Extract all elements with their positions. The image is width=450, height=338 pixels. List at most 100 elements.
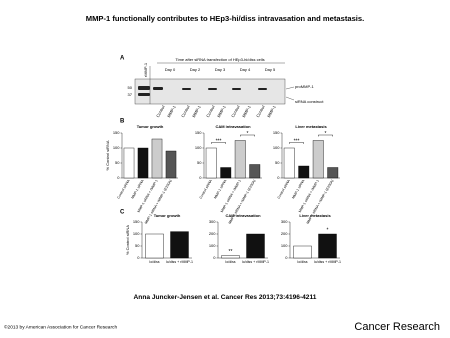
chart-title: Tumor growth bbox=[154, 213, 181, 218]
bracket bbox=[318, 134, 333, 137]
lane-label: MMP-1 bbox=[166, 104, 177, 118]
bar bbox=[145, 233, 164, 259]
bar bbox=[221, 255, 240, 259]
bracket bbox=[211, 142, 226, 144]
day-label: Day 2 bbox=[190, 67, 201, 72]
bar bbox=[249, 164, 261, 179]
day-label: Day 5 bbox=[265, 67, 276, 72]
brand: Cancer Research bbox=[354, 321, 440, 333]
y-tick-label: 100 bbox=[113, 145, 120, 150]
bar bbox=[283, 147, 295, 179]
marker-label: 50 bbox=[128, 85, 133, 90]
significance: *** bbox=[216, 138, 222, 144]
lane-label: MMP-1 bbox=[216, 104, 227, 118]
significance: ** bbox=[229, 249, 233, 255]
copyright: ©2013 by American Association for Cancer… bbox=[4, 323, 117, 330]
citation: Anna Juncker-Jensen et al. Cancer Res 20… bbox=[134, 294, 317, 301]
y-tick-label: 0 bbox=[137, 255, 140, 260]
chart-title: Tumor growth bbox=[137, 124, 164, 129]
blot bbox=[134, 78, 286, 105]
bar bbox=[293, 245, 312, 259]
bar bbox=[298, 165, 310, 179]
marker-label: 37 bbox=[128, 92, 133, 97]
chart-title: CAM intravasation bbox=[225, 213, 261, 218]
bar bbox=[246, 233, 265, 259]
bracket bbox=[240, 134, 255, 137]
x-tick-label: lo/diss + rMMP-1 bbox=[314, 260, 341, 264]
chart-title: Liver metastasis bbox=[295, 124, 327, 129]
chart-title: CAM intravasation bbox=[215, 124, 251, 129]
day-label: Day 0 bbox=[165, 67, 176, 72]
y-tick-label: 100 bbox=[195, 145, 202, 150]
significance: * bbox=[325, 131, 327, 137]
y-tick-label: 200 bbox=[281, 231, 288, 236]
lane-label: Control bbox=[230, 104, 241, 118]
y-tick-label: 50 bbox=[197, 160, 202, 165]
x-tick-label: MMP-1 siRNA bbox=[213, 178, 228, 199]
panel-label: C bbox=[120, 210, 125, 216]
y-tick-label: 300 bbox=[281, 219, 288, 224]
bar bbox=[123, 147, 135, 179]
bar bbox=[170, 231, 189, 259]
x-tick-label: MMP-1 siRNA bbox=[291, 178, 306, 199]
bar bbox=[318, 233, 337, 259]
significance: * bbox=[327, 227, 329, 233]
day-label: Day 4 bbox=[240, 67, 251, 72]
bar bbox=[151, 138, 163, 179]
lane-label: MMP-1 bbox=[191, 104, 202, 118]
bar bbox=[312, 140, 324, 179]
bar bbox=[205, 147, 217, 179]
y-tick-label: 200 bbox=[209, 231, 216, 236]
y-tick-label: 0 bbox=[285, 255, 288, 260]
y-tick-label: 100 bbox=[281, 243, 288, 248]
band-label: proMMP-1 bbox=[295, 84, 314, 89]
day-label: Day 3 bbox=[215, 67, 226, 72]
y-tick-label: 0 bbox=[199, 175, 202, 180]
lane-label: Control bbox=[255, 104, 266, 118]
panel-label: A bbox=[120, 56, 125, 62]
lane-label: rMMP-1 bbox=[143, 62, 148, 77]
y-tick-label: 150 bbox=[113, 130, 120, 135]
y-tick-label: 150 bbox=[195, 130, 202, 135]
lane-label: MMP-1 bbox=[266, 104, 277, 118]
panel-header: Time after siRNA transfection of HEp3-hi… bbox=[175, 57, 264, 62]
slide-title: MMP-1 functionally contributes to HEp3-h… bbox=[86, 14, 365, 23]
bar bbox=[137, 147, 149, 179]
y-tick-label: 100 bbox=[273, 145, 280, 150]
y-tick-label: 150 bbox=[273, 130, 280, 135]
x-tick-label: lo/diss + rMMP-1 bbox=[166, 260, 193, 264]
x-tick-label: lo/diss bbox=[297, 260, 307, 264]
y-tick-label: 50 bbox=[115, 160, 120, 165]
y-tick-label: 100 bbox=[133, 231, 140, 236]
lane-label: Control bbox=[155, 104, 166, 118]
y-tick-label: 300 bbox=[209, 219, 216, 224]
y-tick-label: 50 bbox=[275, 160, 280, 165]
figure: Time after siRNA transfection of HEp3-hi… bbox=[105, 57, 341, 264]
x-tick-label: lo/diss bbox=[149, 260, 159, 264]
x-tick-label: Control siRNA bbox=[277, 178, 292, 199]
lane-label: Control bbox=[205, 104, 216, 118]
significance: *** bbox=[294, 138, 300, 144]
bracket bbox=[289, 142, 304, 144]
bar bbox=[165, 150, 177, 179]
lane-label: Control bbox=[180, 104, 191, 118]
panel-label: B bbox=[120, 119, 125, 125]
y-axis-label: % Control siRNA bbox=[125, 225, 130, 255]
lane-label: MMP-1 bbox=[241, 104, 252, 118]
y-tick-label: 50 bbox=[135, 243, 140, 248]
construct-label: siRNA construct bbox=[295, 99, 324, 104]
x-tick-label: Control siRNA bbox=[116, 178, 131, 199]
y-axis-label: % Control siRNA bbox=[105, 140, 110, 170]
significance: * bbox=[247, 131, 249, 137]
x-tick-label: Control siRNA bbox=[199, 178, 214, 199]
chart-title: Liver metastasis bbox=[299, 213, 331, 218]
x-tick-label: lo/diss + rMMP-1 bbox=[242, 260, 269, 264]
bar bbox=[220, 167, 232, 179]
bands bbox=[138, 86, 267, 96]
y-tick-label: 0 bbox=[213, 255, 216, 260]
y-tick-label: 0 bbox=[117, 175, 120, 180]
bar bbox=[327, 167, 339, 179]
y-tick-label: 100 bbox=[209, 243, 216, 248]
x-tick-label: lo/diss bbox=[225, 260, 235, 264]
